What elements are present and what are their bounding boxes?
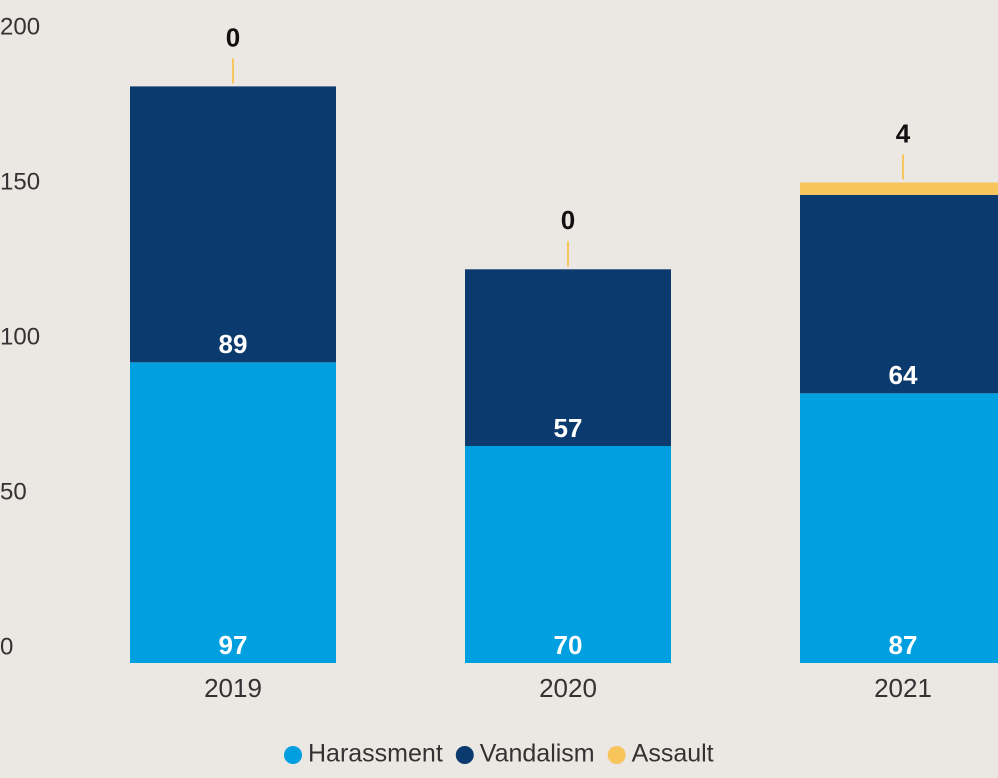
legend-swatch: [456, 746, 474, 764]
value-label: 0: [561, 205, 575, 235]
value-label: 87: [889, 630, 918, 660]
value-label: 97: [219, 630, 248, 660]
legend-swatch: [284, 746, 302, 764]
x-tick-label: 2021: [874, 673, 932, 703]
y-tick-label: 150: [0, 168, 40, 195]
bar-segment: [130, 86, 336, 362]
y-tick-label: 100: [0, 323, 40, 350]
legend-label: Harassment: [308, 740, 443, 768]
value-label: 70: [554, 630, 583, 660]
chart: 0 50 100 150 200 2019 97 89 0 2020 70 57 0 2021 87 64 4 H…: [0, 0, 998, 778]
value-label: 64: [889, 360, 918, 390]
x-tick-label: 2019: [204, 673, 262, 703]
legend-label: Assault: [632, 740, 714, 768]
value-label: 57: [554, 413, 583, 443]
bar-segment: [800, 183, 998, 195]
y-tick-label: 0: [0, 633, 13, 660]
bar-segment: [130, 362, 336, 663]
value-label: 89: [219, 329, 248, 359]
legend-label: Vandalism: [480, 740, 595, 768]
x-tick-label: 2020: [539, 673, 597, 703]
legend-swatch: [608, 746, 626, 764]
value-label: 0: [226, 22, 240, 52]
y-tick-label: 50: [0, 478, 27, 505]
y-tick-label: 200: [0, 13, 40, 40]
legend: Harassment Vandalism Assault: [284, 740, 714, 768]
value-label: 4: [896, 118, 911, 148]
bar-segment: [800, 393, 998, 663]
